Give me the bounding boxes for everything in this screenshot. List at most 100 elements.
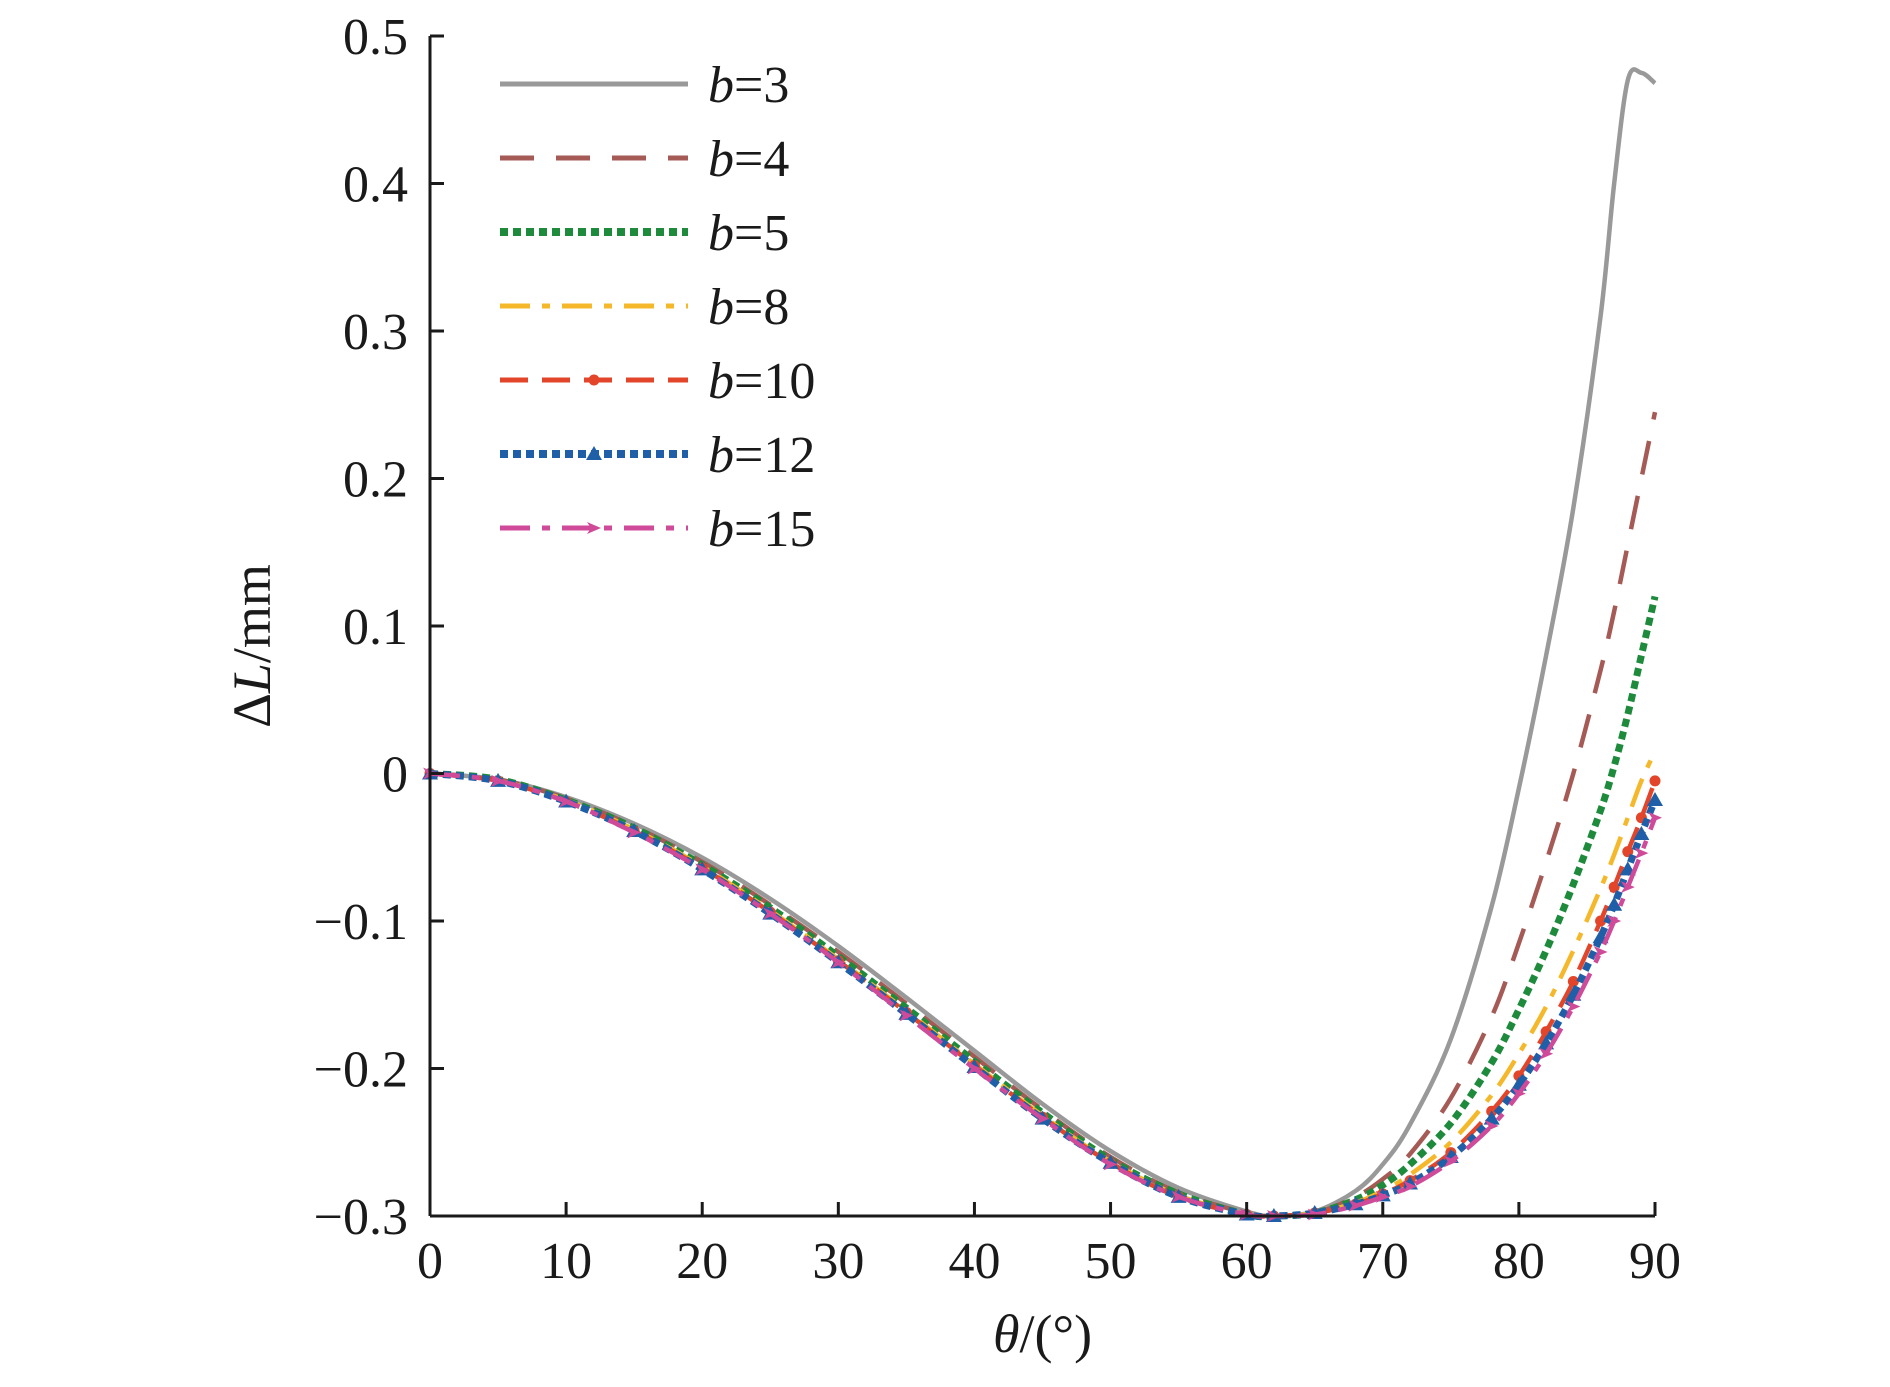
legend-label-value: =4 [734, 131, 789, 188]
data-point-marker [1035, 1112, 1050, 1125]
legend-label: b=5 [708, 205, 789, 262]
data-point-marker [1566, 1000, 1581, 1013]
data-point-marker [763, 907, 778, 920]
legend-label-variable: b [708, 131, 734, 188]
legend-label-value: =15 [734, 501, 815, 558]
data-point-marker [1483, 1110, 1500, 1125]
y-tick-label: 0 [382, 747, 408, 804]
data-point-marker [1484, 1120, 1499, 1132]
y-axis-label-variable: L [222, 663, 282, 694]
x-tick-label: 20 [676, 1233, 728, 1290]
legend-label: b=3 [708, 57, 789, 114]
series-b3 [429, 67, 1657, 1219]
y-axis-ticks: −0.3 −0.2 −0.1 0 0.1 0.2 0.3 0.4 0.5 [314, 9, 444, 1246]
legend-label-variable: b [708, 501, 734, 558]
data-point-marker [1567, 975, 1579, 987]
x-tick-label: 70 [1357, 1233, 1409, 1290]
data-point-marker [588, 374, 600, 386]
legend-label-variable: b [708, 205, 734, 262]
series-b10 [424, 768, 1661, 1222]
data-point-marker [695, 863, 710, 876]
data-point-marker [559, 795, 574, 808]
legend-label: b=15 [708, 501, 815, 558]
x-tick-label: 60 [1221, 1233, 1273, 1290]
series-line [429, 770, 1659, 1221]
legend-label-value: =5 [734, 205, 789, 262]
data-point-marker [1648, 811, 1662, 824]
data-point-marker [1649, 775, 1661, 787]
x-tick-label: 0 [417, 1233, 443, 1290]
legend-label: b=4 [708, 131, 789, 188]
data-point-marker [627, 826, 642, 839]
y-tick-label: −0.3 [314, 1189, 408, 1246]
legend-item: b=8 [500, 279, 789, 336]
legend-label: b=8 [708, 279, 789, 336]
x-tick-label: 90 [1629, 1233, 1681, 1290]
data-point-marker [831, 956, 846, 969]
y-tick-label: 0.1 [343, 599, 408, 656]
x-tick-label: 50 [1085, 1233, 1137, 1290]
legend-label: b=12 [708, 427, 815, 484]
y-tick-label: 0.4 [343, 157, 408, 214]
legend-label-value: =10 [734, 353, 815, 410]
y-axis-label-unit: /mm [222, 564, 282, 663]
legend-label-variable: b [708, 57, 734, 114]
data-point-marker [1403, 1180, 1417, 1193]
legend-item: b=4 [500, 131, 789, 188]
data-point-marker [587, 522, 601, 534]
x-tick-label: 40 [948, 1233, 1000, 1290]
legend-label-variable: b [708, 279, 734, 336]
y-tick-label: 0.3 [343, 304, 408, 361]
axes: 0 10 20 30 40 50 60 70 80 90 −0.3 −0.2 −0.1 0 0.1 0.2 0… [314, 9, 1681, 1290]
data-point-marker [1171, 1190, 1186, 1203]
data-point-marker [1606, 896, 1623, 911]
legend-item: b=10 [500, 353, 815, 410]
legend-label: b=10 [708, 353, 815, 410]
data-point-marker [1348, 1199, 1363, 1212]
data-point-marker [1539, 1047, 1554, 1060]
x-axis-ticks: 0 10 20 30 40 50 60 70 80 90 [417, 1202, 1681, 1290]
legend: b=3b=4b=5b=8b=10b=12b=15 [500, 57, 815, 558]
x-tick-label: 30 [812, 1233, 864, 1290]
legend-label-value: =12 [734, 427, 815, 484]
x-axis-label: θ/(°) [993, 1304, 1092, 1364]
data-point-marker [1620, 881, 1635, 894]
y-tick-label: −0.2 [314, 1042, 408, 1099]
legend-item: b=15 [500, 501, 815, 558]
data-point-marker [1633, 825, 1650, 840]
y-tick-label: 0.2 [343, 452, 408, 509]
data-point-marker [1634, 847, 1649, 860]
legend-item: b=5 [500, 205, 789, 262]
data-point-marker [1375, 1190, 1390, 1203]
y-axis-label-delta: Δ [222, 693, 282, 728]
legend-item: b=12 [500, 427, 815, 484]
data-point-marker [1647, 792, 1663, 807]
y-tick-label: −0.1 [314, 894, 408, 951]
legend-label-variable: b [708, 427, 734, 484]
series-line [429, 771, 1658, 1219]
data-point-marker [967, 1062, 982, 1075]
y-axis-label: ΔL/mm [222, 564, 282, 728]
legend-item: b=3 [500, 57, 789, 114]
data-point-marker [1595, 915, 1607, 927]
series-layer [422, 67, 1663, 1222]
series-b12 [422, 765, 1663, 1222]
legend-label-value: =3 [734, 57, 789, 114]
x-tick-label: 10 [540, 1233, 592, 1290]
data-point-marker [899, 1009, 914, 1022]
x-axis-label-variable: θ [993, 1304, 1020, 1364]
x-axis-label-unit: /(°) [1019, 1304, 1092, 1364]
legend-label-value: =8 [734, 279, 789, 336]
data-point-marker [1511, 1087, 1526, 1100]
data-point-marker [586, 446, 602, 460]
data-point-marker [1593, 946, 1608, 958]
series-line [429, 67, 1657, 1219]
legend-label-variable: b [708, 353, 734, 410]
data-point-marker [1607, 915, 1622, 927]
data-point-marker [1608, 881, 1620, 893]
data-point-marker [491, 774, 506, 787]
y-tick-label: 0.5 [343, 9, 408, 66]
series-b15 [423, 767, 1662, 1222]
series-line [429, 771, 1658, 1219]
